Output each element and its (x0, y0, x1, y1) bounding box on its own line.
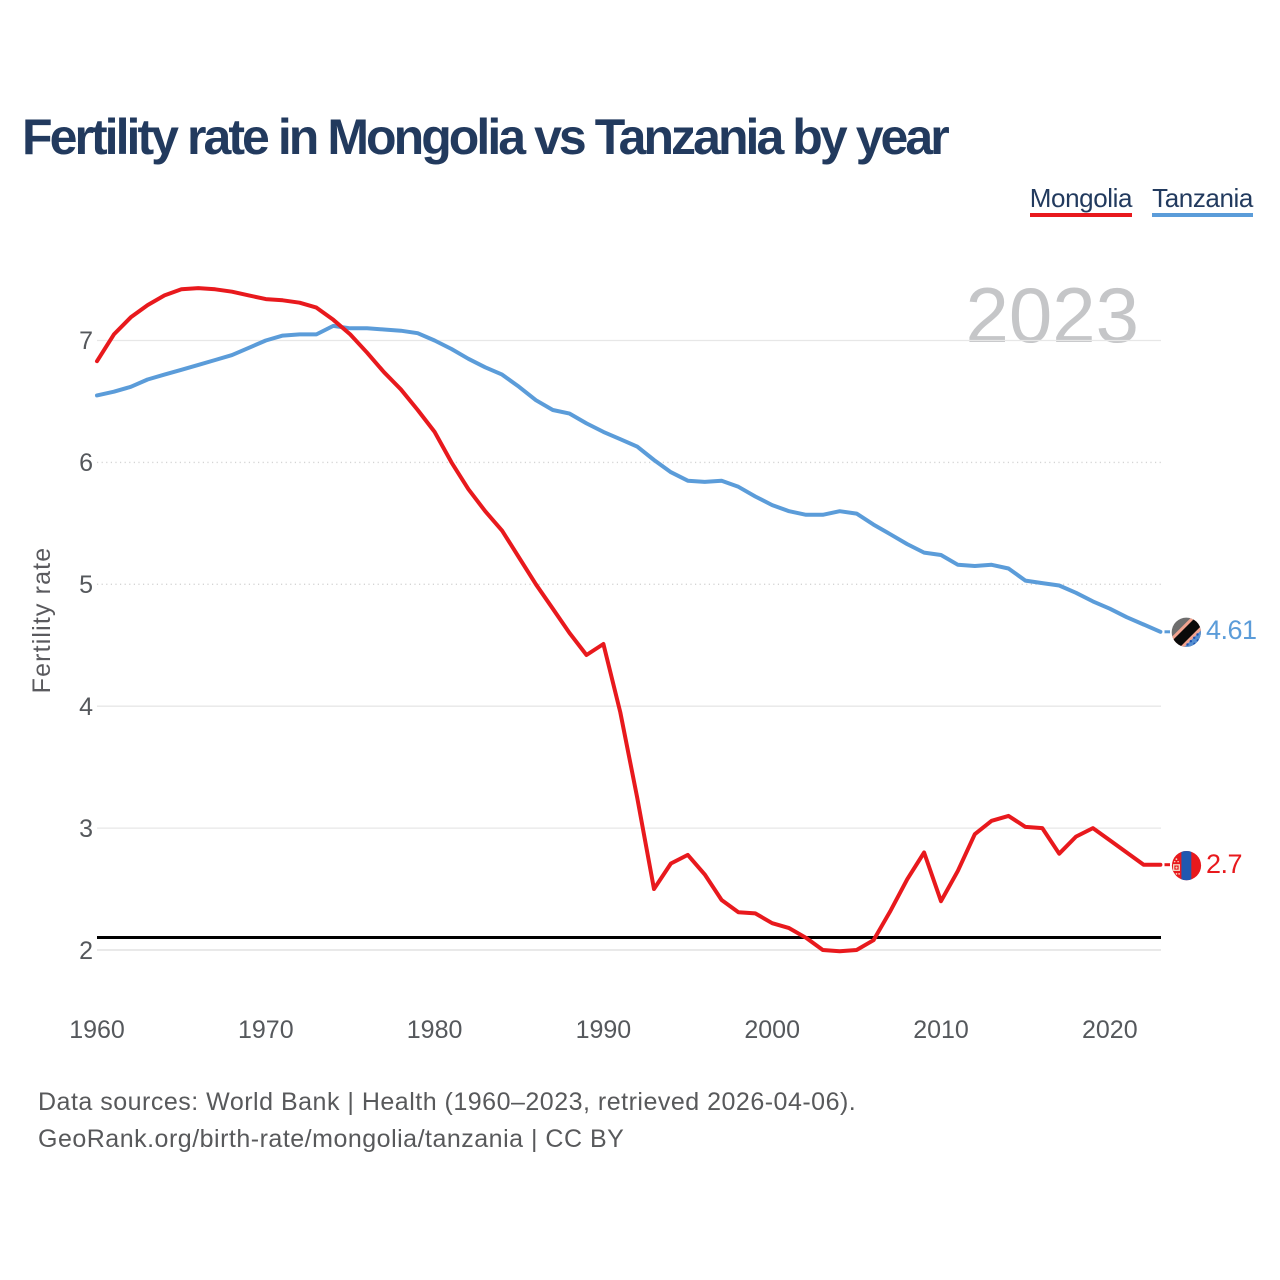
svg-text:2.7: 2.7 (1206, 849, 1242, 879)
svg-text:4: 4 (79, 693, 93, 721)
svg-text:2023: 2023 (965, 271, 1139, 359)
svg-text:2020: 2020 (1082, 1016, 1138, 1044)
svg-text:1960: 1960 (69, 1016, 125, 1044)
svg-text:Fertility rate: Fertility rate (28, 547, 56, 694)
svg-text:5: 5 (79, 571, 93, 599)
svg-text:4.61: 4.61 (1206, 615, 1257, 645)
svg-text:6: 6 (79, 449, 93, 477)
svg-text:1980: 1980 (407, 1016, 463, 1044)
svg-text:2: 2 (79, 937, 93, 965)
svg-text:1990: 1990 (576, 1016, 632, 1044)
svg-text:1970: 1970 (238, 1016, 294, 1044)
svg-text:2000: 2000 (744, 1016, 800, 1044)
svg-text:2010: 2010 (913, 1016, 969, 1044)
svg-text:3: 3 (79, 815, 93, 843)
svg-text:7: 7 (79, 327, 93, 355)
